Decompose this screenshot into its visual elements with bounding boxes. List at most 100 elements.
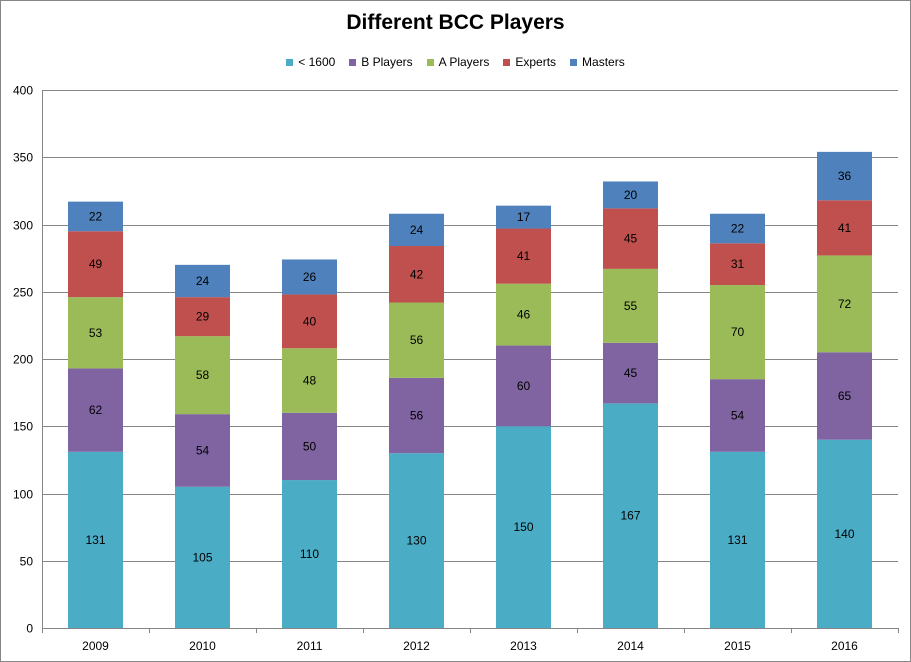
bar-b-players-2013: [496, 345, 551, 427]
x-tick-label: 2011: [297, 639, 323, 653]
bar-a-players-2014: [603, 268, 658, 343]
legend-swatch: [426, 58, 434, 66]
bar-1600-2010: [175, 486, 230, 628]
legend-label: Masters: [582, 55, 625, 69]
y-tick-label: 350: [13, 151, 33, 165]
bar-1600-2011: [282, 480, 337, 628]
bar-masters-2016: [817, 151, 872, 201]
chart-title: Different BCC Players: [346, 11, 565, 34]
bar-masters-2014: [603, 181, 658, 209]
y-tick-label: 100: [13, 488, 33, 502]
data-label: 24: [410, 223, 424, 237]
data-label: 36: [838, 169, 852, 183]
data-label: 167: [620, 509, 640, 523]
bar-experts-2009: [68, 231, 123, 298]
y-tick-label: 150: [13, 420, 33, 434]
bar-a-players-2013: [496, 283, 551, 346]
x-tick-label: 2014: [617, 639, 644, 653]
bar-masters-2010: [175, 264, 230, 298]
bar-a-players-2016: [817, 255, 872, 353]
data-label: 131: [85, 533, 105, 547]
bar-experts-2012: [389, 246, 444, 303]
bar-b-players-2009: [68, 368, 123, 452]
bar-1600-2013: [496, 426, 551, 628]
data-label: 22: [731, 222, 745, 236]
x-tick-label: 2016: [831, 639, 858, 653]
data-label: 56: [410, 333, 424, 347]
bar-experts-2013: [496, 228, 551, 284]
y-tick-label: 200: [13, 353, 33, 367]
bar-b-players-2016: [817, 352, 872, 440]
x-tick-label: 2010: [189, 639, 216, 653]
bar-b-players-2011: [282, 412, 337, 481]
data-label: 131: [727, 533, 747, 547]
bar-b-players-2014: [603, 342, 658, 404]
data-label: 55: [624, 299, 638, 313]
data-label: 48: [303, 374, 317, 388]
bar-b-players-2012: [389, 377, 444, 454]
data-label: 110: [300, 547, 319, 561]
legend-label: < 1600: [298, 55, 336, 69]
legend-swatch: [349, 58, 357, 66]
data-label: 45: [624, 366, 638, 380]
legend-label: B Players: [361, 55, 413, 69]
bar-masters-2015: [710, 213, 765, 244]
legend-swatch: [286, 58, 294, 66]
bar-experts-2011: [282, 294, 337, 349]
bar-a-players-2009: [68, 297, 123, 369]
data-label: 26: [303, 270, 317, 284]
data-label: 40: [303, 314, 317, 328]
bar-a-players-2015: [710, 285, 765, 380]
data-label: 22: [89, 209, 103, 223]
data-label: 150: [513, 520, 533, 534]
legend-item: A Players: [426, 55, 490, 69]
legend-item: Experts: [503, 55, 556, 69]
bar-1600-2016: [817, 439, 872, 628]
data-label: 46: [517, 308, 531, 322]
data-label: 17: [517, 210, 531, 224]
legend: < 1600 B Players A Players Experts Masters: [1, 55, 910, 69]
data-label: 54: [196, 443, 210, 457]
bar-masters-2013: [496, 205, 551, 229]
x-tick-label: 2012: [403, 639, 430, 653]
data-label: 62: [89, 403, 103, 417]
bar-1600-2015: [710, 451, 765, 628]
bar-b-players-2015: [710, 379, 765, 452]
bar-1600-2014: [603, 403, 658, 628]
data-label: 140: [834, 527, 854, 541]
bar-experts-2014: [603, 208, 658, 269]
legend-label: A Players: [438, 55, 490, 69]
data-label: 41: [838, 221, 852, 235]
data-label: 45: [624, 232, 638, 246]
bar-a-players-2011: [282, 348, 337, 413]
legend-swatch: [570, 58, 578, 66]
bar-1600-2012: [389, 453, 444, 628]
legend-item: B Players: [349, 55, 413, 69]
data-label: 49: [89, 257, 103, 271]
legend-label: Experts: [515, 55, 557, 69]
data-label: 70: [731, 325, 745, 339]
data-label: 65: [838, 389, 852, 403]
bar-experts-2010: [175, 297, 230, 337]
data-label: 50: [303, 439, 317, 453]
y-tick-label: 0: [26, 622, 33, 636]
bar-a-players-2012: [389, 302, 444, 378]
data-label: 72: [838, 297, 852, 311]
bar-1600-2009: [68, 451, 123, 628]
data-label: 31: [731, 257, 745, 271]
bar-masters-2011: [282, 259, 337, 295]
data-label: 24: [196, 274, 210, 288]
legend-swatch: [503, 58, 511, 66]
data-label: 29: [196, 310, 210, 324]
x-tick-label: 2009: [82, 639, 109, 653]
bar-experts-2016: [817, 200, 872, 256]
data-label: 20: [624, 188, 638, 202]
y-tick-label: 300: [13, 219, 33, 233]
bar-masters-2009: [68, 201, 123, 232]
legend-item: Masters: [570, 55, 625, 69]
legend-item: < 1600: [286, 55, 335, 69]
data-label: 41: [517, 249, 531, 263]
data-label: 56: [410, 408, 424, 422]
